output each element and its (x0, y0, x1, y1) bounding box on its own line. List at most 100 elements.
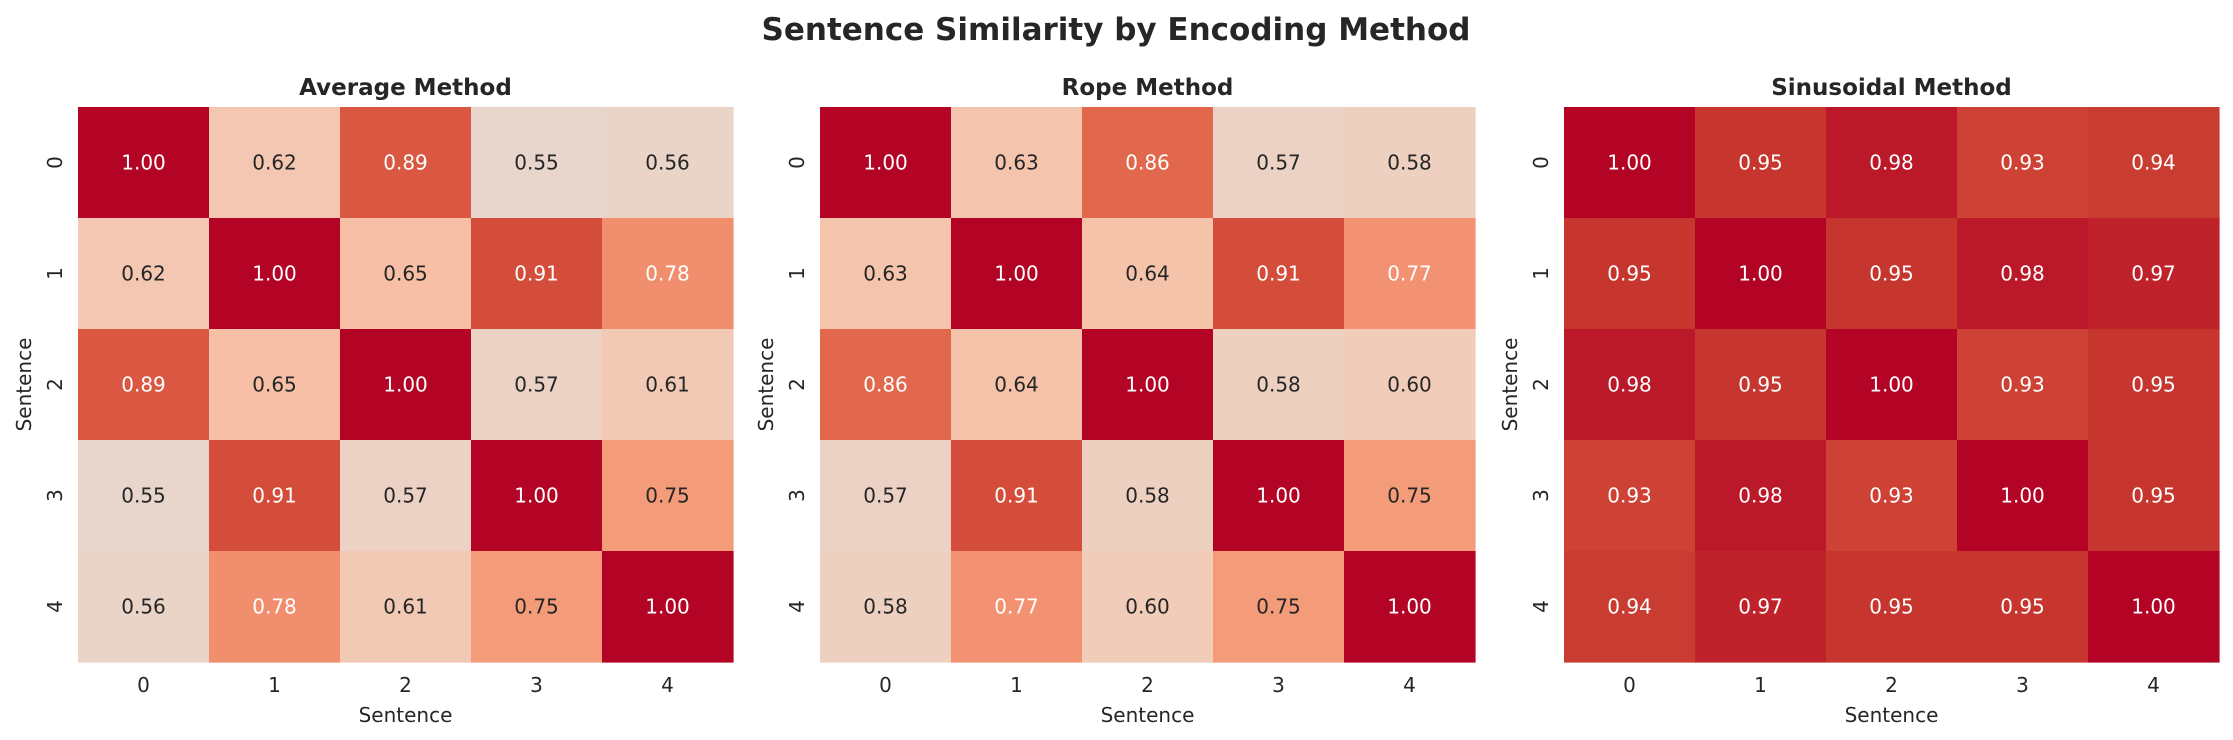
heatmap-panel: Average Method 1.00 0.62 0.89 0.55 0.56 0.62 1.… (12, 75, 734, 727)
cell-annotation: 1.00 (645, 595, 690, 619)
x-tick-label: 1 (1754, 673, 1767, 697)
cell-annotation: 0.62 (121, 262, 166, 286)
heatmap-cell (602, 107, 734, 219)
heatmap-cell (1344, 107, 1476, 219)
cell-annotation: 0.77 (994, 595, 1039, 619)
cell-annotation: 0.97 (2131, 262, 2176, 286)
heatmap-cell (951, 329, 1083, 441)
x-axis-label: Sentence (1845, 703, 1939, 727)
heatmap-cell (1344, 551, 1476, 663)
x-tick-label: 1 (1010, 673, 1023, 697)
heatmap-cell (340, 329, 472, 441)
cell-annotation: 0.78 (645, 262, 690, 286)
cell-annotation: 0.58 (863, 595, 908, 619)
cell-annotation: 0.63 (863, 262, 908, 286)
panel-title: Rope Method (1062, 75, 1234, 101)
heatmap-cell (1695, 440, 1827, 552)
cell-annotation: 0.60 (1125, 595, 1170, 619)
cell-annotation: 0.95 (1738, 373, 1783, 397)
y-tick-label: 3 (43, 489, 67, 502)
cell-annotation: 0.75 (1387, 484, 1432, 508)
heatmap-cell (1564, 440, 1696, 552)
cell-annotation: 1.00 (383, 373, 428, 397)
cell-annotation: 0.61 (383, 595, 428, 619)
cell-annotation: 0.98 (1738, 484, 1783, 508)
y-axis-label: Sentence (12, 338, 36, 432)
cell-annotation: 0.91 (1256, 262, 1301, 286)
cell-annotation: 0.95 (2131, 373, 2176, 397)
cell-annotation: 0.93 (2000, 151, 2045, 175)
heatmap-cell (1957, 218, 2089, 330)
y-tick-label: 3 (1529, 489, 1553, 502)
heatmap-cell (602, 440, 734, 552)
cell-annotation: 1.00 (863, 151, 908, 175)
cell-annotation: 1.00 (1869, 373, 1914, 397)
cell-annotation: 1.00 (121, 151, 166, 175)
cell-annotation: 1.00 (1125, 373, 1170, 397)
heatmap-cell (209, 551, 341, 663)
heatmap-cell (471, 218, 603, 330)
cell-annotation: 1.00 (1256, 484, 1301, 508)
heatmap-cell (209, 329, 341, 441)
heatmap-cell (471, 440, 603, 552)
heatmap-cell (78, 218, 210, 330)
cell-annotation: 0.94 (2131, 151, 2176, 175)
cell-annotation: 0.61 (645, 373, 690, 397)
heatmap-cell (2088, 107, 2220, 219)
cell-annotation: 0.55 (121, 484, 166, 508)
heatmap-cell (1213, 329, 1345, 441)
cell-annotation: 0.63 (994, 151, 1039, 175)
cell-annotation: 0.98 (1607, 373, 1652, 397)
y-tick-label: 2 (43, 378, 67, 391)
x-tick-label: 3 (2016, 673, 2029, 697)
y-tick-label: 1 (785, 267, 809, 280)
cell-annotation: 0.55 (514, 151, 559, 175)
heatmap-cell (209, 440, 341, 552)
heatmap-cell (1564, 107, 1696, 219)
heatmap-cell (1344, 440, 1476, 552)
heatmap-cell (820, 329, 952, 441)
x-tick-label: 0 (879, 673, 892, 697)
y-axis-label: Sentence (754, 338, 778, 432)
heatmap-cell (1564, 551, 1696, 663)
cell-annotation: 0.95 (1607, 262, 1652, 286)
heatmap-cell (2088, 440, 2220, 552)
cell-annotation: 1.00 (1738, 262, 1783, 286)
heatmap-cell (209, 107, 341, 219)
y-tick-label: 0 (1529, 156, 1553, 169)
heatmap-cell (340, 218, 472, 330)
cell-annotation: 0.57 (1256, 151, 1301, 175)
cell-annotation: 1.00 (1387, 595, 1432, 619)
heatmap-cell (1826, 329, 1958, 441)
heatmap-cell (1344, 329, 1476, 441)
cell-annotation: 0.95 (2131, 484, 2176, 508)
heatmap-cell (1695, 329, 1827, 441)
heatmap-cell (2088, 218, 2220, 330)
heatmap-cell (340, 107, 472, 219)
y-tick-label: 1 (1529, 267, 1553, 280)
cell-annotation: 0.93 (2000, 373, 2045, 397)
cell-annotation: 1.00 (2000, 484, 2045, 508)
cell-annotation: 0.58 (1387, 151, 1432, 175)
cell-annotation: 0.65 (252, 373, 297, 397)
heatmap-cell (471, 551, 603, 663)
cell-annotation: 0.95 (1869, 262, 1914, 286)
panel-title: Average Method (299, 75, 512, 101)
cell-annotation: 0.57 (383, 484, 428, 508)
heatmap-cell (340, 440, 472, 552)
cell-annotation: 0.64 (1125, 262, 1170, 286)
cell-annotation: 0.65 (383, 262, 428, 286)
heatmap-cell (1082, 551, 1214, 663)
cell-annotation: 0.98 (2000, 262, 2045, 286)
heatmap-cell (1826, 218, 1958, 330)
heatmap-cell (951, 107, 1083, 219)
cell-annotation: 0.60 (1387, 373, 1432, 397)
x-axis-label: Sentence (359, 703, 453, 727)
x-tick-label: 4 (2147, 673, 2160, 697)
heatmap-cell (1957, 329, 2089, 441)
y-tick-label: 1 (43, 267, 67, 280)
heatmap-cell (951, 218, 1083, 330)
cell-annotation: 0.95 (1738, 151, 1783, 175)
heatmap-cell (1826, 440, 1958, 552)
